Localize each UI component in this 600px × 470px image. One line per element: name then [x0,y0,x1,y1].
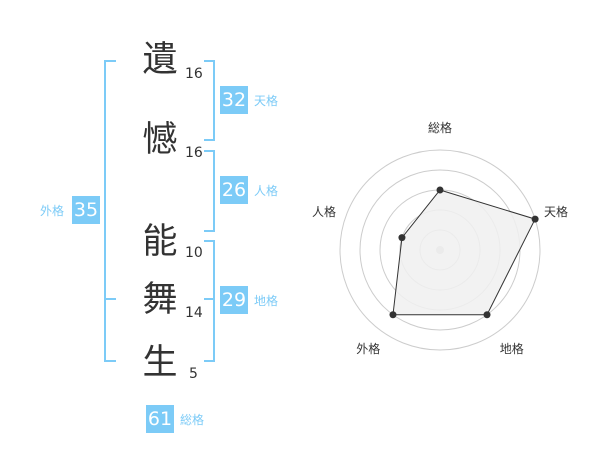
stroke-count-2: 16 [185,145,203,161]
radar-point [398,234,406,242]
tenkaku-label: 天格 [254,94,279,108]
radar-area [392,189,536,316]
gaikaku-bracket-tick [106,298,116,300]
stroke-count-1: 16 [185,66,203,82]
jinkaku-value: 26 [220,176,248,204]
jinkaku-label: 人格 [254,184,279,198]
name-char-4: 舞 [142,280,178,320]
radar-axis-label: 外格 [356,341,381,356]
tenkaku-value: 32 [220,86,248,114]
radar-point [389,311,397,319]
radar-point [483,311,491,319]
name-char-1: 遺 [142,40,178,80]
name-char-3: 能 [142,222,178,262]
chikaku-label: 地格 [254,294,279,308]
radar-ring [339,149,541,351]
tenkaku-bracket [204,60,215,141]
name-char-5: 生 [142,343,178,383]
gaikaku-value: 35 [72,196,100,224]
chikaku-value: 29 [220,286,248,314]
radar-axis-label: 地格 [499,341,524,356]
jinkaku-bracket [204,150,215,232]
chikaku-bracket-tick [204,298,213,300]
stroke-count-4: 14 [185,305,203,321]
chikaku-bracket [204,240,215,362]
radar-axis-label: 人格 [311,205,336,220]
radar-point [531,215,539,223]
stroke-count-3: 10 [185,245,203,261]
radar-point [436,186,444,194]
soukaku-value: 61 [146,405,174,433]
gaikaku-label: 外格 [40,204,65,218]
soukaku-label: 総格 [180,413,205,427]
gaikaku-bracket [104,60,116,362]
stroke-count-5: 5 [189,366,198,382]
radar-axis-label: 天格 [544,205,569,220]
name-char-2: 憾 [142,120,178,160]
radar-axis-label: 総格 [428,121,453,135]
